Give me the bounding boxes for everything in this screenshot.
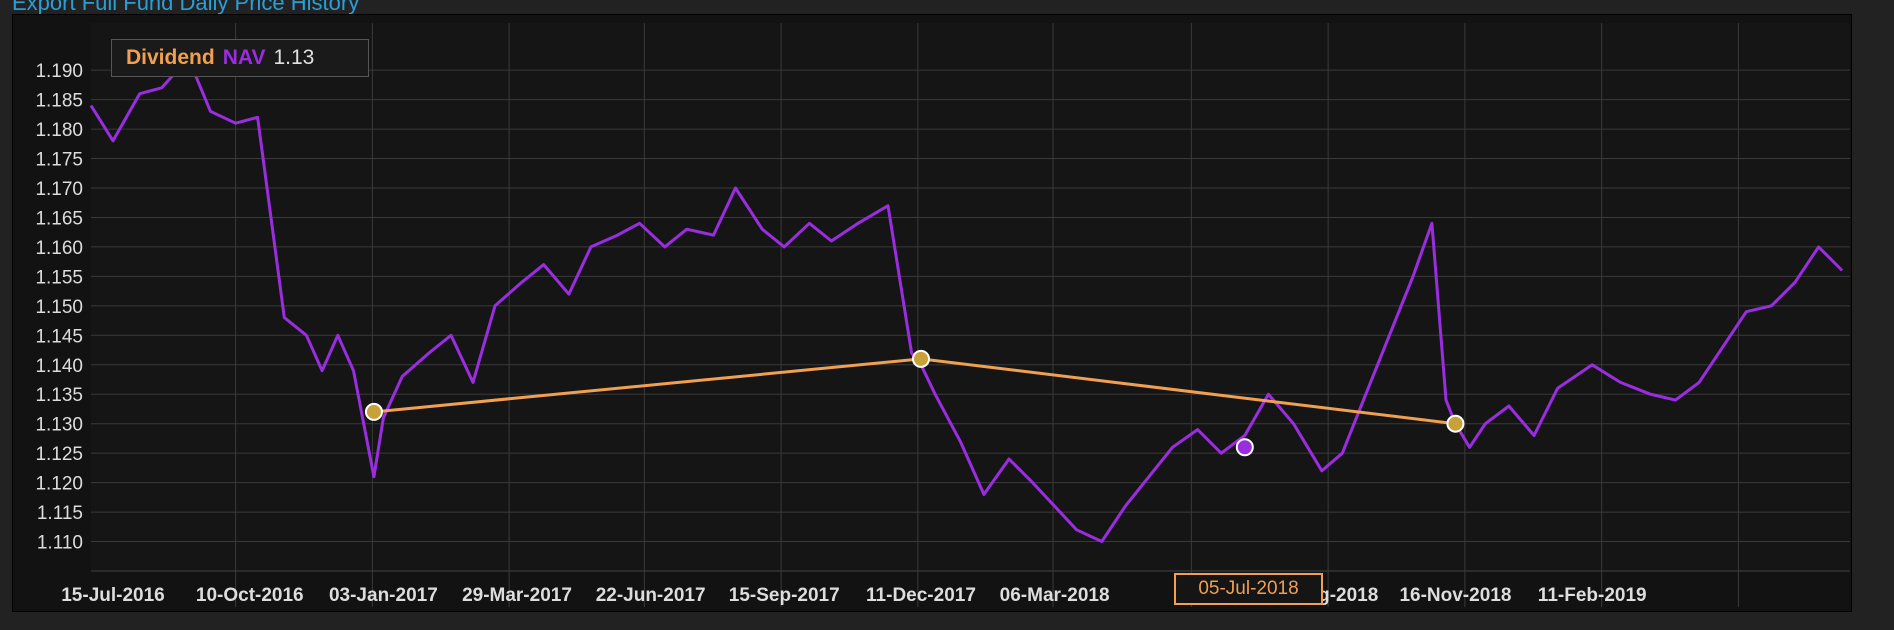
y-tick-label: 1.190 bbox=[35, 61, 83, 82]
y-tick-label: 1.155 bbox=[35, 267, 83, 288]
y-tick-label: 1.170 bbox=[35, 179, 83, 200]
chart-frame: 1.190 1.185 1.180 1.175 1.170 1.165 1.160 1.155… bbox=[12, 14, 1852, 612]
data-point-marker bbox=[1235, 438, 1254, 457]
y-tick-label: 1.180 bbox=[35, 120, 83, 141]
x-tick-label: 29-Mar-2017 bbox=[462, 585, 572, 606]
x-tick-label: 06-Mar-2018 bbox=[1000, 585, 1110, 606]
series-line-nav bbox=[89, 56, 1844, 543]
x-tick-label: 11-Feb-2019 bbox=[1538, 585, 1647, 606]
y-tick-label: 1.165 bbox=[35, 208, 83, 229]
plot-area bbox=[91, 23, 1850, 571]
y-tick-label: 1.115 bbox=[37, 503, 83, 524]
y-axis-ticks: 1.190 1.185 1.180 1.175 1.170 1.165 1.160 1.155… bbox=[35, 61, 83, 553]
point-layer bbox=[364, 349, 1465, 457]
x-tick-label: 22-Jun-2017 bbox=[596, 585, 706, 606]
legend-nav-value: 1.13 bbox=[273, 46, 315, 69]
x-tick-label: 15-Jul-2016 bbox=[61, 585, 165, 606]
legend-nav[interactable]: NAV bbox=[222, 46, 266, 69]
legend-dividend[interactable]: Dividend bbox=[126, 46, 215, 69]
x-tick-label: 11-Dec-2017 bbox=[866, 585, 976, 606]
grid-layer bbox=[91, 23, 1850, 607]
nav-chart[interactable]: 1.190 1.185 1.180 1.175 1.170 1.165 1.160 1.155… bbox=[13, 15, 1851, 611]
y-tick-label: 1.130 bbox=[35, 415, 83, 436]
y-tick-label: 1.110 bbox=[37, 533, 83, 554]
crosshair-date-label: 05-Jul-2018 bbox=[1174, 573, 1323, 605]
y-tick-label: 1.145 bbox=[35, 326, 83, 347]
data-point-marker bbox=[364, 402, 383, 421]
y-tick-label: 1.150 bbox=[35, 297, 83, 318]
data-point-marker bbox=[1446, 414, 1465, 433]
x-tick-label: 16-Nov-2018 bbox=[1399, 585, 1511, 606]
y-tick-label: 1.120 bbox=[35, 474, 83, 495]
y-tick-label: 1.135 bbox=[35, 385, 83, 406]
y-tick-label: 1.160 bbox=[35, 238, 83, 259]
data-point-marker bbox=[911, 349, 930, 368]
export-history-link[interactable]: Export Full Fund Daily Price History bbox=[12, 0, 360, 15]
y-tick-label: 1.175 bbox=[35, 150, 83, 171]
x-tick-label: 03-Jan-2017 bbox=[329, 585, 438, 606]
x-axis-ticks: 15-Jul-2016 10-Oct-2016 03-Jan-2017 29-Mar-… bbox=[61, 585, 1646, 606]
y-tick-label: 1.140 bbox=[35, 356, 83, 377]
y-tick-label: 1.185 bbox=[35, 91, 83, 112]
y-tick-label: 1.125 bbox=[35, 444, 83, 465]
x-tick-label: 10-Oct-2016 bbox=[196, 585, 304, 606]
legend: Dividend NAV 1.13 bbox=[111, 39, 369, 77]
x-tick-label: 15-Sep-2017 bbox=[729, 585, 840, 606]
